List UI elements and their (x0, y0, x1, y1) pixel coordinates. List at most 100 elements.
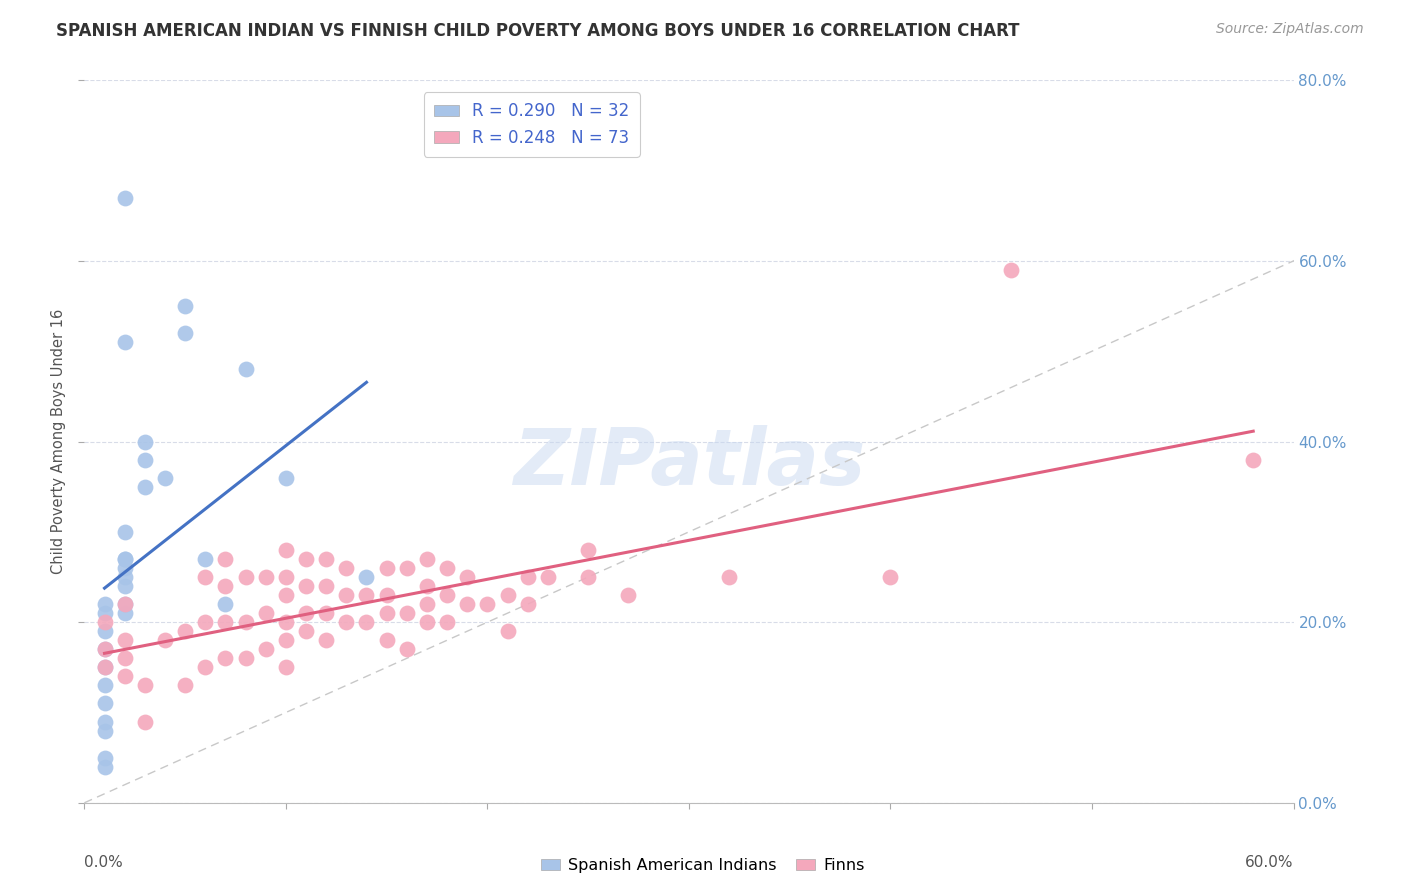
Point (214, 597, 236, 611)
Point (718, 570, 741, 584)
Point (416, 552, 439, 566)
Point (576, 570, 599, 584)
Point (114, 633, 136, 648)
Point (395, 561, 418, 575)
Point (295, 552, 318, 566)
Point (274, 633, 297, 648)
Point (356, 615, 378, 630)
Point (114, 579, 136, 593)
Text: ZIPatlas: ZIPatlas (513, 425, 865, 501)
Point (93, 678, 115, 692)
Point (617, 588, 640, 602)
Point (174, 678, 197, 692)
Point (214, 615, 236, 630)
Point (114, 552, 136, 566)
Point (134, 678, 156, 692)
Point (93, 697, 115, 711)
Point (134, 452, 156, 467)
Text: SPANISH AMERICAN INDIAN VS FINNISH CHILD POVERTY AMONG BOYS UNDER 16 CORRELATION: SPANISH AMERICAN INDIAN VS FINNISH CHILD… (56, 22, 1019, 40)
Point (93, 660, 115, 674)
Point (375, 588, 398, 602)
Point (375, 561, 398, 575)
Point (1241, 452, 1264, 467)
Point (356, 588, 378, 602)
Point (456, 597, 478, 611)
Legend: R = 0.290   N = 32, R = 0.248   N = 73: R = 0.290 N = 32, R = 0.248 N = 73 (425, 92, 640, 157)
Point (214, 651, 236, 665)
Point (335, 615, 357, 630)
Point (235, 615, 257, 630)
Point (254, 642, 277, 657)
Point (174, 326, 197, 340)
Point (274, 471, 297, 485)
Point (174, 624, 197, 639)
Point (235, 570, 257, 584)
Point (93, 642, 115, 657)
Point (416, 579, 439, 593)
Point (436, 588, 458, 602)
Point (295, 606, 318, 620)
Point (416, 615, 439, 630)
Point (395, 642, 418, 657)
Point (315, 633, 337, 648)
Point (194, 660, 217, 674)
Text: Source: ZipAtlas.com: Source: ZipAtlas.com (1216, 22, 1364, 37)
Point (93, 723, 115, 738)
Point (456, 570, 478, 584)
Point (576, 542, 599, 557)
Point (516, 597, 538, 611)
Point (315, 606, 337, 620)
Point (134, 714, 156, 729)
Point (416, 597, 439, 611)
Point (134, 434, 156, 449)
Point (194, 615, 217, 630)
Text: 0.0%: 0.0% (84, 855, 124, 870)
Point (114, 524, 136, 539)
Point (114, 597, 136, 611)
Point (274, 570, 297, 584)
Point (114, 606, 136, 620)
Point (214, 579, 236, 593)
Point (93, 750, 115, 764)
Point (93, 714, 115, 729)
Point (477, 597, 499, 611)
Point (1000, 263, 1022, 277)
Point (879, 570, 901, 584)
Point (537, 570, 560, 584)
Point (254, 606, 277, 620)
Point (274, 588, 297, 602)
Point (174, 299, 197, 313)
Point (93, 642, 115, 657)
Point (516, 570, 538, 584)
Point (436, 561, 458, 575)
Point (114, 669, 136, 683)
Point (295, 579, 318, 593)
Point (335, 588, 357, 602)
Point (274, 615, 297, 630)
Point (114, 651, 136, 665)
Point (235, 362, 257, 376)
Point (375, 633, 398, 648)
Point (375, 606, 398, 620)
Point (235, 651, 257, 665)
Y-axis label: Child Poverty Among Boys Under 16: Child Poverty Among Boys Under 16 (51, 309, 66, 574)
Point (315, 552, 337, 566)
Point (93, 606, 115, 620)
Point (134, 480, 156, 494)
Point (93, 624, 115, 639)
Point (496, 624, 519, 639)
Point (254, 570, 277, 584)
Point (274, 660, 297, 674)
Point (436, 615, 458, 630)
Point (153, 471, 176, 485)
Point (356, 570, 378, 584)
Point (93, 597, 115, 611)
Point (295, 624, 318, 639)
Point (395, 606, 418, 620)
Point (114, 561, 136, 575)
Point (496, 588, 519, 602)
Point (114, 597, 136, 611)
Legend: Spanish American Indians, Finns: Spanish American Indians, Finns (534, 852, 872, 880)
Point (315, 579, 337, 593)
Point (93, 760, 115, 774)
